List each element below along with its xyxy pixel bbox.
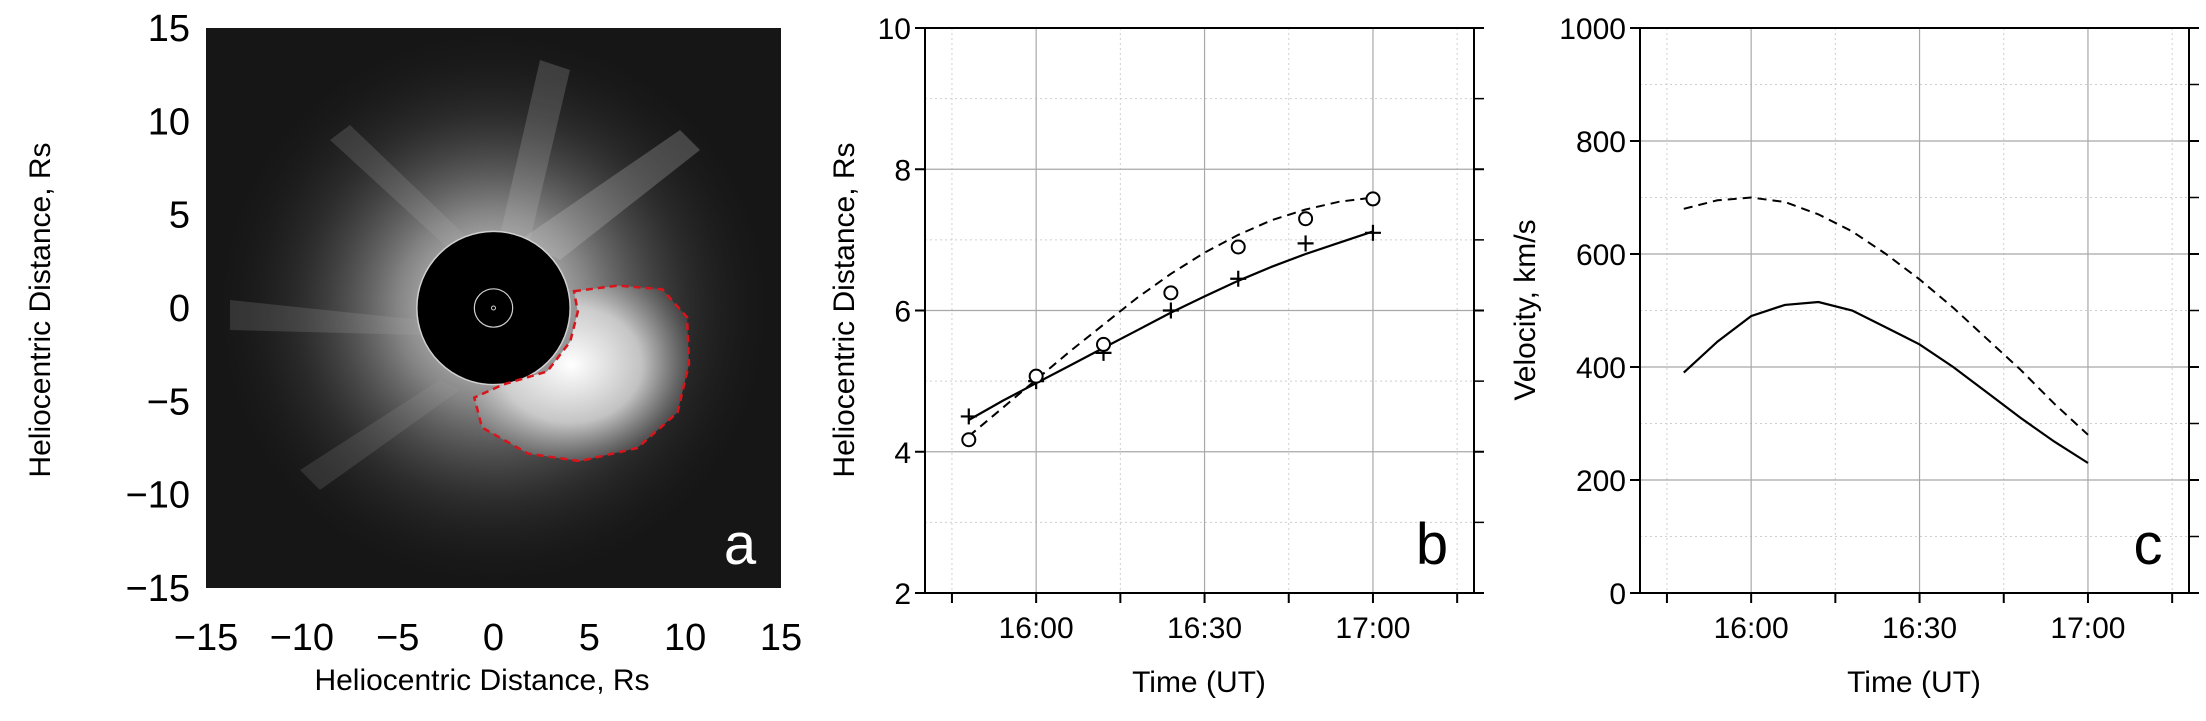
panel-a-ytick-label: 0 <box>169 288 190 330</box>
panel-c-velocity-dashed <box>1683 196 2089 436</box>
sun-center-dot <box>491 305 496 311</box>
panel-b-ylabel: Heliocentric Distance, Rs <box>828 142 861 477</box>
b-ytick-label: 8 <box>894 154 911 187</box>
panel-b-circle-marker <box>1298 211 1314 227</box>
b-xtick-label: 17:00 <box>1335 612 1410 645</box>
sun-limb-circle <box>473 288 514 328</box>
b-ytick-label: 6 <box>894 296 911 329</box>
panel-c-velocity-solid <box>1683 300 2089 464</box>
b-ytick-label: 10 <box>878 13 911 46</box>
panel-a-xtick-label: 15 <box>760 617 802 659</box>
panel-a-tick-labels: −15 −10 −5 0 5 10 15 15 10 5 0 −5 −10 −15 <box>126 8 803 659</box>
streamer-left <box>230 300 420 335</box>
panel-b-circle-marker <box>1028 368 1044 384</box>
panel-a-xtick-label: 0 <box>483 617 504 659</box>
panel-c-ticks: 0 200 400 600 800 1000 16:00 16:30 17:00 <box>1559 13 2199 645</box>
occulter-disk <box>416 230 571 386</box>
panel-a-xlabel: Heliocentric Distance, Rs <box>314 664 649 697</box>
c-ytick-label: 1000 <box>1559 13 1626 46</box>
b-ytick-label: 4 <box>894 437 911 470</box>
panel-b-markers <box>960 191 1381 448</box>
panel-a-xtick-label: 5 <box>579 617 600 659</box>
panel-b-plus-marker <box>1364 224 1381 241</box>
panel-b-circle-marker <box>1230 239 1246 255</box>
panel-b-circle-marker <box>961 432 977 448</box>
panel-b-fit-dashed <box>968 196 1374 437</box>
c-ytick-label: 0 <box>1609 578 1626 611</box>
panel-a-ytick-label: −5 <box>147 381 190 423</box>
panel-a-ytick-label: 15 <box>148 8 190 50</box>
panel-c-xlabel: Time (UT) <box>1847 666 1981 699</box>
b-xtick-label: 16:00 <box>999 612 1074 645</box>
panel-a-ytick-label: 5 <box>169 195 190 237</box>
panel-b-plus-marker <box>960 408 977 425</box>
cme-outline <box>472 284 691 463</box>
c-ytick-label: 200 <box>1576 465 1626 498</box>
cme-body <box>474 285 689 462</box>
panel-b-circle-marker <box>1365 191 1381 207</box>
panel-b-circle-marker <box>1163 285 1179 301</box>
panel-c-grid <box>1640 28 2189 593</box>
panel-a-coronagraph: −15 −10 −5 0 5 10 15 15 10 5 0 −5 −10 −15 Heliocentri… <box>24 8 802 697</box>
panel-b-fit-solid <box>968 230 1374 421</box>
panel-a-label: a <box>724 512 757 577</box>
panel-a-ytick-label: 10 <box>148 101 190 143</box>
b-ytick-label: 2 <box>894 578 911 611</box>
streamer-upper-right <box>520 130 700 260</box>
panel-b-xlabel: Time (UT) <box>1132 666 1266 699</box>
panel-a-xtick-label: 10 <box>664 617 706 659</box>
panel-c-ylabel: Velocity, km/s <box>1509 219 1542 400</box>
panel-a-ytick-label: −10 <box>126 475 190 517</box>
c-xtick-label: 16:00 <box>1714 612 1789 645</box>
streamer-upper-left <box>330 125 470 250</box>
panel-b-height-time: 2 4 6 8 10 16:00 16:30 17:00 Time (UT) Heliocen… <box>828 13 1484 699</box>
c-ytick-label: 800 <box>1576 126 1626 159</box>
c-xtick-label: 17:00 <box>2050 612 2125 645</box>
c-ytick-label: 400 <box>1576 352 1626 385</box>
streamer-lower-left <box>300 380 460 490</box>
panel-b-plus-marker <box>1230 270 1247 287</box>
panel-b-label: b <box>1416 512 1448 577</box>
panel-a-ytick-label: −15 <box>126 568 190 610</box>
panel-a-xtick-label: −10 <box>270 617 334 659</box>
streamer-upper <box>500 60 570 240</box>
b-xtick-label: 16:30 <box>1167 612 1242 645</box>
panel-a-ylabel: Heliocentric Distance, Rs <box>24 142 57 477</box>
panel-b-circle-marker <box>1096 336 1112 352</box>
c-ytick-label: 600 <box>1576 239 1626 272</box>
panel-c-velocity: 0 200 400 600 800 1000 16:00 16:30 17:00 Time (U… <box>1509 13 2199 699</box>
panel-b-ticks: 2 4 6 8 10 16:00 16:30 17:00 <box>878 13 1484 645</box>
panel-b-grid <box>925 28 1474 593</box>
c-xtick-label: 16:30 <box>1882 612 1957 645</box>
panel-a-xtick-label: −5 <box>376 617 419 659</box>
panel-b-plus-marker <box>1297 235 1314 252</box>
panel-a-xtick-label: −15 <box>174 617 238 659</box>
panel-c-label: c <box>2134 512 2163 577</box>
panel-b-plus-marker <box>1162 302 1179 319</box>
